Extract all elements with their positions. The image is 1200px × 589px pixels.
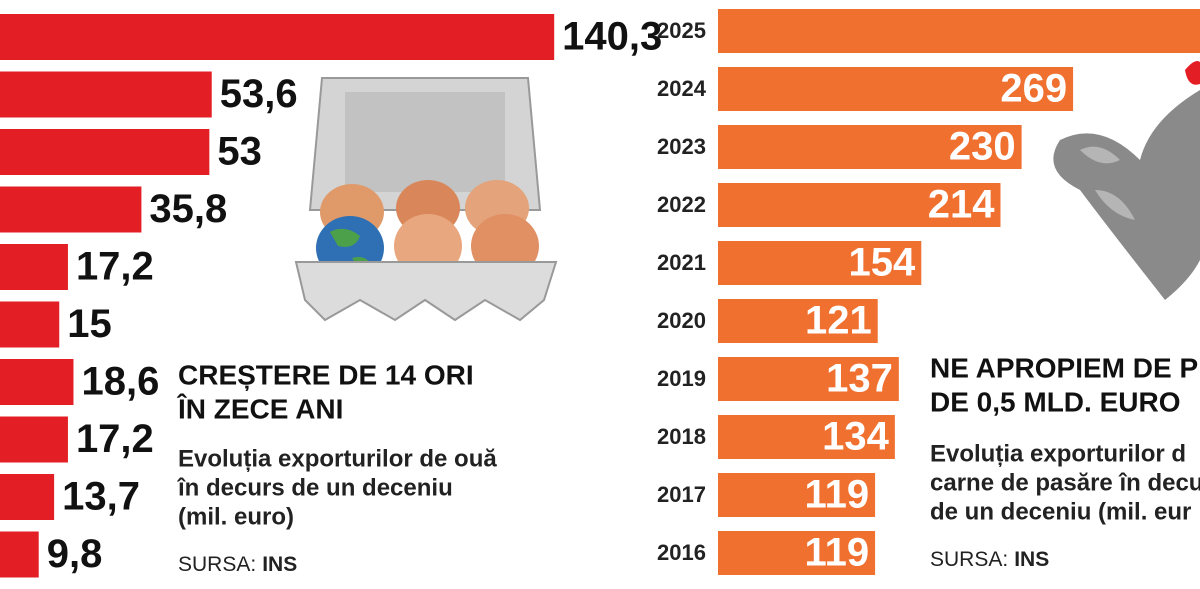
category-label: 2018 bbox=[657, 424, 706, 449]
value-label: 53 bbox=[217, 130, 262, 174]
bar bbox=[0, 359, 74, 405]
value-label: 13,7 bbox=[62, 475, 140, 519]
chart-subtitle: în decurs de un deceniu bbox=[177, 474, 453, 501]
category-label: 2024 bbox=[657, 76, 707, 101]
bar bbox=[0, 416, 68, 463]
bar bbox=[0, 474, 55, 520]
value-label: 17,2 bbox=[76, 417, 154, 461]
chart-subtitle: Evoluția exporturilor de ouă bbox=[178, 445, 497, 472]
source-name: INS bbox=[262, 553, 297, 576]
bar bbox=[718, 125, 1022, 169]
value-label: 15 bbox=[67, 302, 112, 346]
bar bbox=[718, 357, 899, 401]
category-label: 2017 bbox=[657, 482, 706, 507]
value-label: 269 bbox=[1000, 67, 1067, 111]
value-label: 134 bbox=[822, 415, 889, 459]
value-label: 119 bbox=[805, 473, 870, 517]
egg-carton-illustration bbox=[294, 77, 558, 322]
bar bbox=[718, 67, 1074, 111]
value-label: 9,8 bbox=[47, 532, 103, 576]
bar bbox=[718, 9, 1200, 53]
chart-subtitle: (mil. euro) bbox=[178, 503, 294, 530]
value-label: 214 bbox=[928, 183, 995, 227]
value-label: 137 bbox=[826, 357, 893, 401]
value-label: 53,6 bbox=[220, 72, 298, 116]
value-label: 18,6 bbox=[81, 360, 159, 404]
category-label: 2021 bbox=[657, 250, 706, 275]
source-name: INS bbox=[1014, 548, 1049, 571]
bar bbox=[718, 415, 895, 459]
category-label: 2019 bbox=[657, 366, 706, 391]
chart-title: DE 0,5 MLD. EURO bbox=[930, 386, 1180, 417]
chart-subtitle: de un deceniu (mil. eur bbox=[930, 498, 1191, 525]
rooster-illustration bbox=[1053, 61, 1200, 300]
value-label: 230 bbox=[949, 125, 1016, 169]
source-label: SURSA: bbox=[178, 553, 256, 576]
value-label: 35,8 bbox=[149, 187, 227, 231]
bar bbox=[718, 473, 876, 517]
value-label: 17,2 bbox=[76, 245, 154, 289]
chart-title: ÎN ZECE ANI bbox=[176, 393, 343, 424]
chart-subtitle: carne de pasăre în decu bbox=[930, 469, 1200, 496]
category-label: 2022 bbox=[657, 192, 706, 217]
bar bbox=[718, 183, 1001, 227]
chart-title: CREȘTERE DE 14 ORI bbox=[178, 359, 474, 390]
bar bbox=[718, 299, 878, 343]
bar bbox=[0, 71, 212, 118]
chart-subtitle: Evoluția exporturilor d bbox=[930, 440, 1186, 467]
bar bbox=[718, 241, 922, 285]
bar bbox=[0, 244, 68, 290]
source: SURSA: INS bbox=[930, 548, 1049, 571]
bar bbox=[0, 186, 142, 233]
value-label: 119 bbox=[805, 531, 870, 575]
bar bbox=[718, 531, 876, 575]
category-label: 2025 bbox=[657, 18, 706, 43]
category-label: 2020 bbox=[657, 308, 706, 333]
bar bbox=[0, 531, 39, 578]
category-label: 2023 bbox=[657, 134, 706, 159]
chart-title: NE APROPIEM DE PR bbox=[930, 352, 1200, 383]
bar bbox=[0, 301, 60, 348]
source-label: SURSA: bbox=[930, 548, 1008, 571]
value-label: 154 bbox=[849, 241, 916, 285]
source: SURSA: INS bbox=[178, 553, 297, 576]
bar bbox=[0, 129, 210, 175]
category-label: 2016 bbox=[657, 540, 706, 565]
value-label: 140,3 bbox=[562, 15, 662, 59]
bar bbox=[0, 14, 555, 60]
value-label: 121 bbox=[805, 299, 872, 343]
